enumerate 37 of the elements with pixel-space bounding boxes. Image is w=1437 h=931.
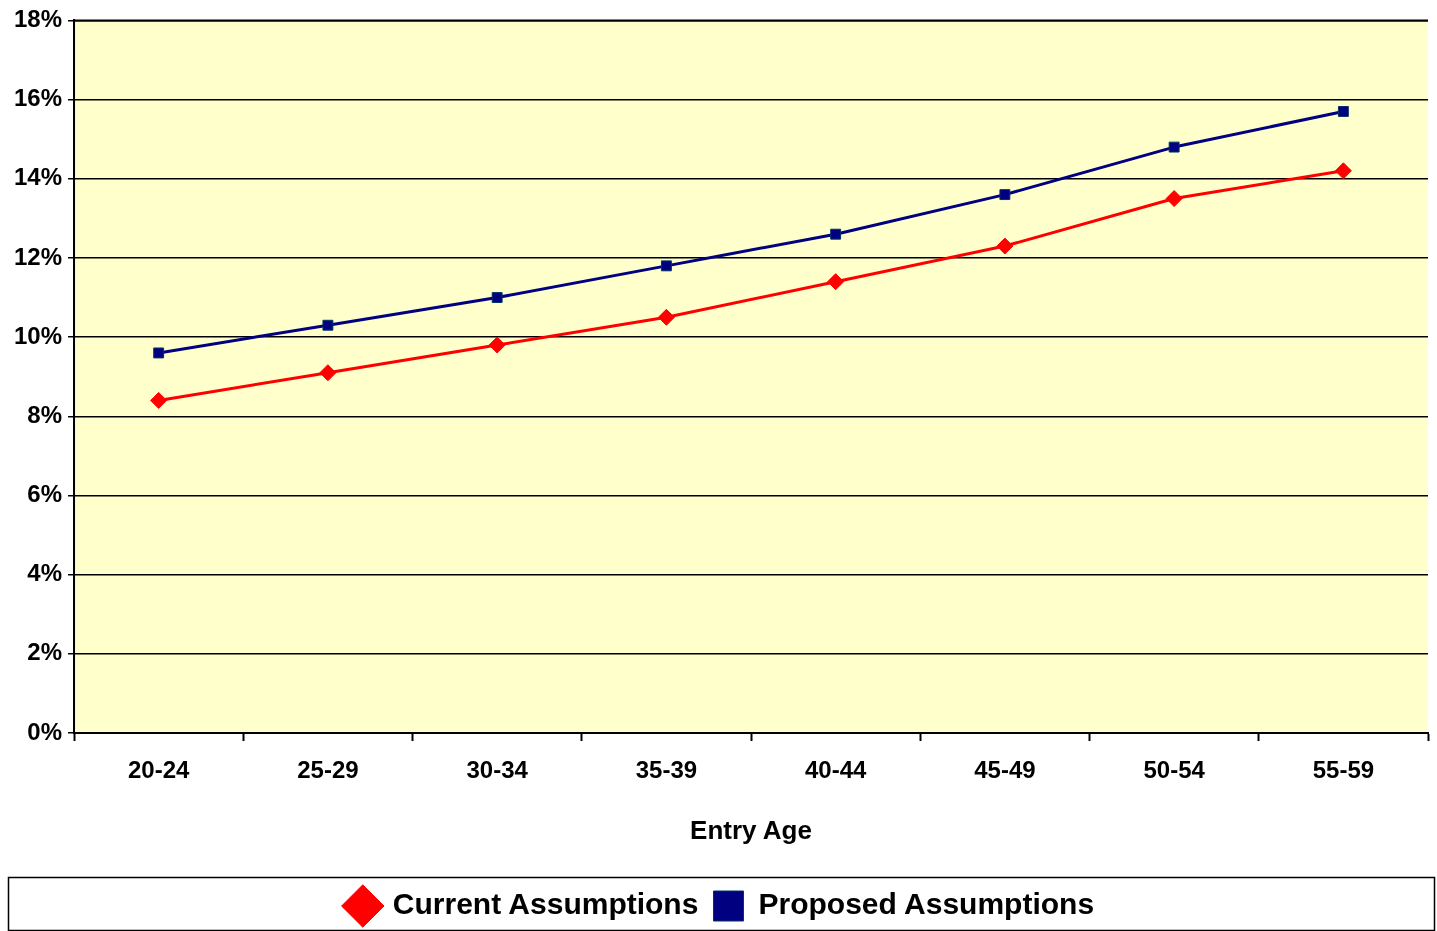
point: [999, 189, 1011, 201]
x-tick-label: 40-44: [804, 756, 867, 784]
point: [153, 347, 165, 359]
point: [1165, 190, 1183, 208]
point: [1337, 106, 1349, 117]
y-tick-label: 10%: [13, 321, 63, 349]
point: [319, 364, 337, 382]
legend-label: Current Assumptions: [392, 887, 699, 921]
point: [491, 292, 503, 303]
x-tick-label: 20-24: [127, 756, 190, 784]
legend-label: Proposed Assumptions: [758, 887, 1095, 921]
y-tick-label: 8%: [27, 400, 63, 428]
x-axis-title: Entry Age: [690, 814, 812, 845]
point: [657, 308, 675, 326]
y-tick-label: 6%: [27, 480, 63, 508]
point: [996, 237, 1014, 255]
point: [660, 260, 672, 272]
x-tick-label: 50-54: [1143, 756, 1206, 784]
point: [150, 391, 168, 409]
point: [830, 228, 842, 240]
x-tick-label: 55-59: [1312, 756, 1375, 784]
y-tick-label: 18%: [13, 5, 63, 33]
y-tick-label: 2%: [27, 638, 63, 666]
x-tick-label: 25-29: [297, 756, 359, 784]
x-tick-label: 35-39: [635, 756, 698, 784]
point: [322, 319, 334, 331]
y-tick-label: 0%: [27, 717, 63, 745]
y-tick-label: 16%: [13, 84, 63, 112]
point: [1168, 141, 1180, 153]
y-tick-label: 14%: [13, 163, 63, 191]
y-tick-label: 4%: [27, 559, 63, 587]
y-tick-label: 12%: [13, 242, 63, 270]
point: [827, 273, 845, 291]
point: [488, 336, 506, 354]
x-tick-label: 30-34: [466, 756, 529, 784]
point: [1334, 162, 1352, 180]
x-tick-label: 45-49: [974, 756, 1036, 784]
